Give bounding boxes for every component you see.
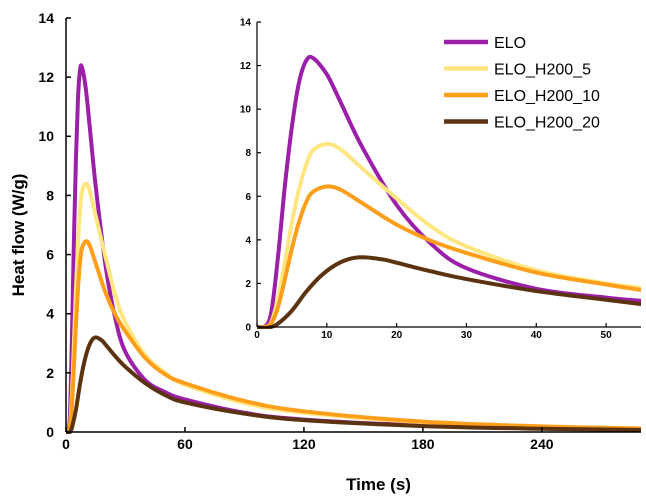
main-y-tick-label: 10 [38,128,54,144]
inset-series-line-1 [257,141,641,329]
main-series-group [66,63,641,434]
main-x-tick-label: 0 [62,436,70,452]
legend: ELO ELO_H200_5 ELO_H200_10 ELO_H200_20 [444,35,600,132]
main-y-tick-label: 2 [46,365,54,381]
inset-y-tick-label: 4 [245,235,251,246]
main-x-tick-label: 120 [292,436,316,452]
main-series-line-2 [66,239,641,434]
inset-x-tick-label: 10 [321,330,333,341]
inset-y-tick-label: 2 [245,279,251,290]
inset-x-tick-label: 20 [391,330,403,341]
inset-series-line-0 [257,54,641,329]
inset-x-tick-label: 30 [461,330,473,341]
main-x-tick-label: 240 [530,436,554,452]
inset-x-tick-label: 0 [254,330,260,341]
main-y-tick-label: 12 [38,69,54,85]
legend-label-1: ELO_H200_5 [494,62,591,79]
inset-x-tick-label: 50 [601,330,613,341]
main-x-tick-label: 180 [411,436,435,452]
inset-y-tick-label: 8 [245,148,251,159]
inset-y-tick-label: 6 [245,192,251,203]
inset-series-group [257,54,641,329]
main-y-tick-label: 8 [46,187,54,203]
main-series-line-3 [66,335,641,434]
y-axis-title: Heat flow (W/g) [9,174,28,297]
inset-y-tick-label: 0 [245,323,251,334]
inset-y-tick-label: 10 [240,105,252,116]
legend-label-3: ELO_H200_20 [494,115,600,132]
main-y-tick-label: 4 [46,306,54,322]
legend-label-2: ELO_H200_10 [494,88,600,105]
main-y-tick-label: 6 [46,246,54,262]
inset-panel: 0 2 4 6 8 10 12 14 0 10 20 30 40 50 [240,18,641,341]
inset-y-tick-label: 12 [240,61,252,72]
main-y-tick-label: 14 [38,10,54,26]
inset-series-line-2 [257,184,641,329]
x-axis-title: Time (s) [346,475,411,494]
inset-series-line-3 [257,255,641,329]
main-y-tick-label: 0 [46,424,54,440]
legend-label-0: ELO [494,35,526,52]
main-x-tick-label: 60 [177,436,193,452]
inset-x-tick-label: 40 [531,330,543,341]
inset-y-tick-label: 14 [240,18,252,29]
